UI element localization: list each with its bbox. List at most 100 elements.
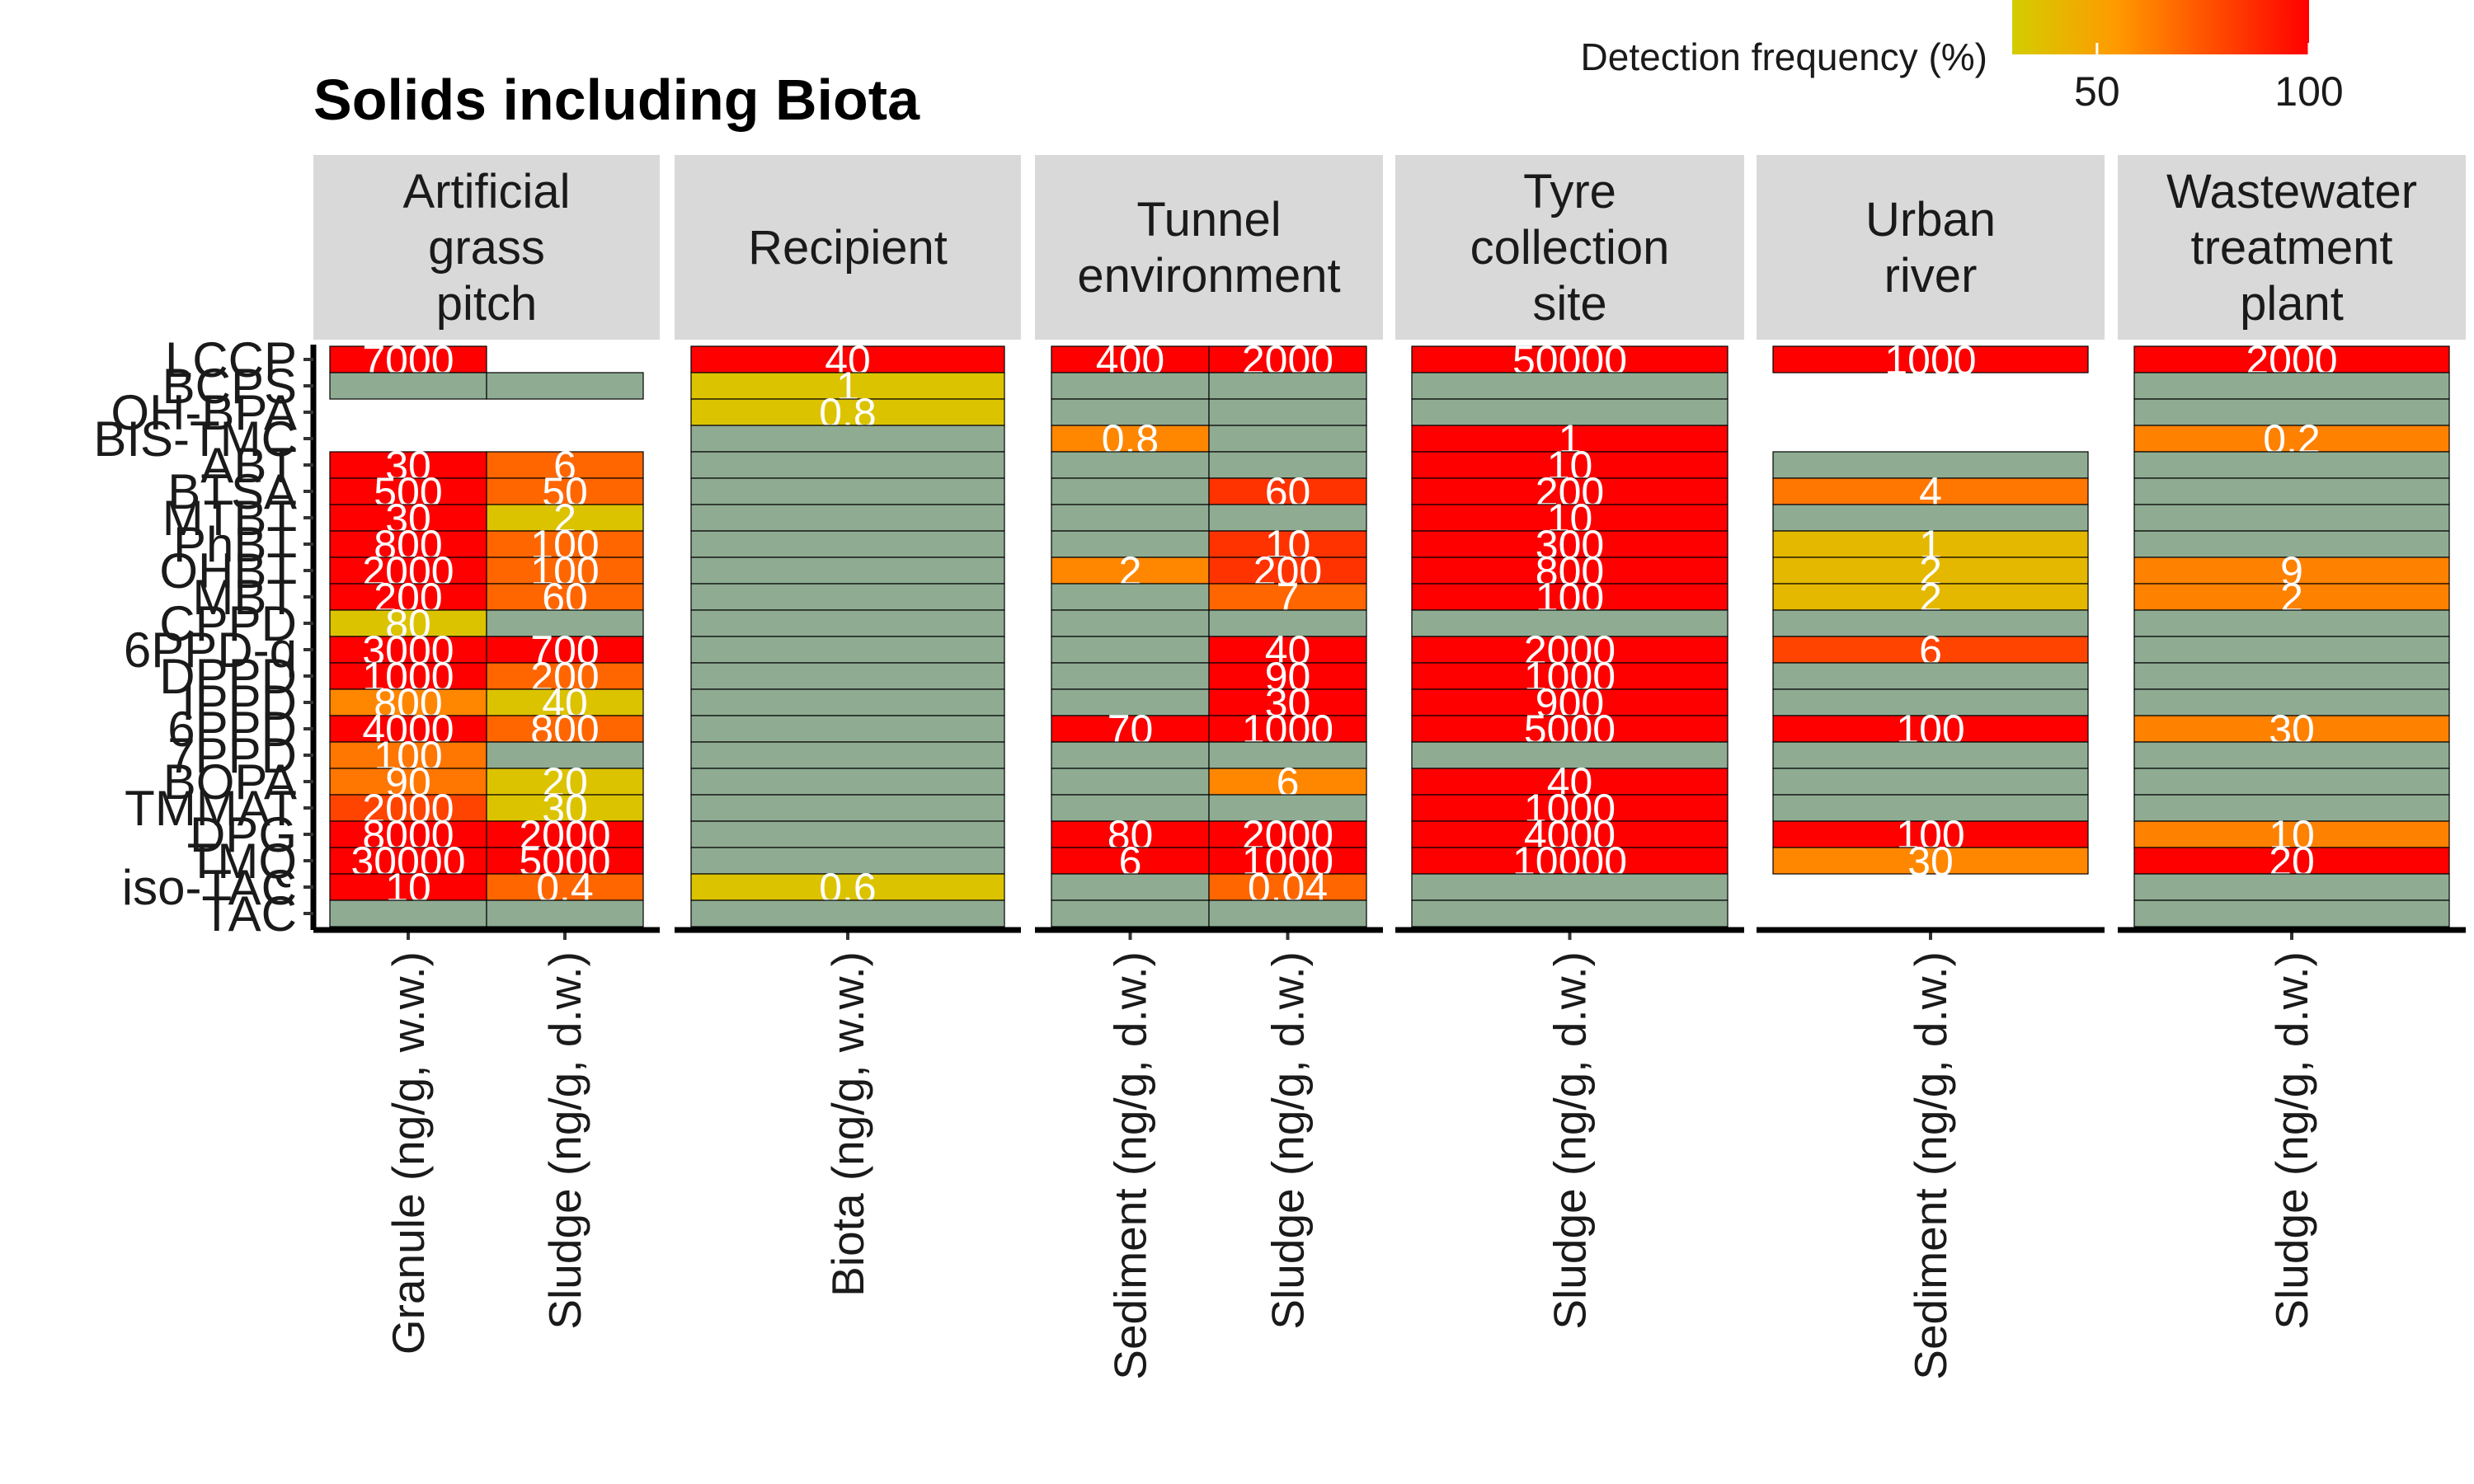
heatmap-cell <box>486 688 644 716</box>
heatmap-cell <box>486 820 644 848</box>
heatmap-cell <box>690 398 1005 426</box>
heatmap-cell <box>1051 873 1210 901</box>
heatmap-cell <box>1411 477 1729 505</box>
heatmap-cell <box>329 372 487 400</box>
heatmap-cell <box>1051 636 1210 664</box>
heatmap-cell <box>1411 636 1729 664</box>
heatmap-cell <box>2133 636 2450 664</box>
heatmap-cell <box>690 899 1005 928</box>
heatmap-cell <box>1208 688 1367 716</box>
heatmap-cell <box>2133 662 2450 690</box>
x-tick-label: Sludge (ng/g, d.w.) <box>1263 951 1314 1330</box>
heatmap-cell <box>1051 768 1210 796</box>
heatmap-cell <box>1772 556 2089 585</box>
heatmap-cell <box>1772 583 2089 611</box>
heatmap-cell <box>2133 873 2450 901</box>
heatmap-cell <box>486 372 644 400</box>
heatmap-cell <box>2133 556 2450 585</box>
heatmap-cell <box>1772 662 2089 690</box>
heatmap-cell <box>1208 741 1367 769</box>
heatmap-cell <box>1772 530 2089 558</box>
heatmap-cell <box>486 477 644 505</box>
heatmap-cell <box>1208 504 1367 532</box>
heatmap-cell <box>690 873 1005 901</box>
heatmap-cell <box>2133 847 2450 875</box>
heatmap-cell <box>1051 741 1210 769</box>
heatmap-cell <box>690 609 1005 637</box>
y-tick-label: BIS-TMC <box>93 411 297 467</box>
heatmap-cell <box>486 899 644 928</box>
y-tick-label: 6PPD <box>167 702 297 757</box>
heatmap-cell <box>690 556 1005 585</box>
heatmap-cell <box>1051 556 1210 585</box>
heatmap-cell <box>329 715 487 743</box>
heatmap-cell <box>1411 345 1729 373</box>
heatmap-cell <box>2133 398 2450 426</box>
legend-ticks: 50 100 <box>2074 43 2344 115</box>
facet-strip-label: Recipient <box>748 221 948 275</box>
heatmap-cell <box>1772 636 2089 664</box>
heatmap-cell <box>1411 372 1729 400</box>
heatmap-cell <box>1208 636 1367 664</box>
heatmap-cell <box>329 820 487 848</box>
legend-colorbar <box>2012 0 2309 54</box>
heatmap-cell <box>329 609 487 637</box>
heatmap-cell <box>1051 451 1210 479</box>
heatmap-cell <box>1208 583 1367 611</box>
heatmap-cell <box>329 556 487 585</box>
heatmap-cell <box>1772 451 2089 479</box>
y-tick-label: BTSA <box>167 464 297 519</box>
heatmap-cell <box>1411 794 1729 822</box>
y-tick-label: DPG <box>190 807 297 862</box>
y-axis: LCCPBCPSOH-BPABIS-TMCABTBTSAMTBTPhBTOHBT… <box>93 332 317 942</box>
heatmap-cell <box>1051 477 1210 505</box>
heatmap-cell <box>2133 899 2450 928</box>
heatmap-cell <box>1208 662 1367 690</box>
heatmap-cell <box>690 372 1005 400</box>
y-tick-label: BCPS <box>162 359 297 414</box>
heatmap-cell <box>486 847 644 875</box>
legend-title: Detection frequency (%) <box>1581 35 1987 78</box>
x-tick-label: Granule (ng/g, w.w.) <box>383 951 434 1355</box>
heatmap-cell <box>329 662 487 690</box>
facet-strip-label: site <box>1532 277 1606 331</box>
heatmap-cell <box>2133 504 2450 532</box>
facet-strip-label: collection <box>1470 221 1670 275</box>
facet-strip-label: Artificial <box>402 165 570 218</box>
heatmap-cell <box>1411 609 1729 637</box>
heatmap-cell <box>486 636 644 664</box>
heatmap-cell <box>1051 398 1210 426</box>
heatmap-cell <box>486 873 644 901</box>
heatmap-cell <box>2133 451 2450 479</box>
heatmap-cell <box>1051 609 1210 637</box>
heatmap-cell <box>1411 820 1729 848</box>
y-tick-label: OH-BPA <box>111 385 297 440</box>
heatmap-cell <box>329 636 487 664</box>
heatmap-cell <box>690 477 1005 505</box>
y-tick-label: CPPD <box>159 596 297 651</box>
heatmap-cell <box>329 477 487 505</box>
cell-value-label: 30 <box>1907 838 1954 885</box>
y-tick-label: 7PPD <box>167 728 297 783</box>
heatmap-cell <box>1411 530 1729 558</box>
heatmap-cell <box>1411 556 1729 585</box>
heatmap-cell <box>690 688 1005 716</box>
heatmap-cell <box>329 794 487 822</box>
heatmap-cell <box>1208 609 1367 637</box>
heatmap-cell <box>690 636 1005 664</box>
facet-strip-label: plant <box>2240 277 2344 331</box>
cell-value-label: 1000 <box>1884 337 1976 383</box>
heatmap-cell <box>2133 372 2450 400</box>
heatmap-cell <box>329 688 487 716</box>
heatmap-cell <box>2133 768 2450 796</box>
heatmap-cell <box>1051 899 1210 928</box>
heatmap-cell <box>1411 899 1729 928</box>
heatmap-cell <box>1208 398 1367 426</box>
facet-strip-label: Tyre <box>1523 165 1616 218</box>
